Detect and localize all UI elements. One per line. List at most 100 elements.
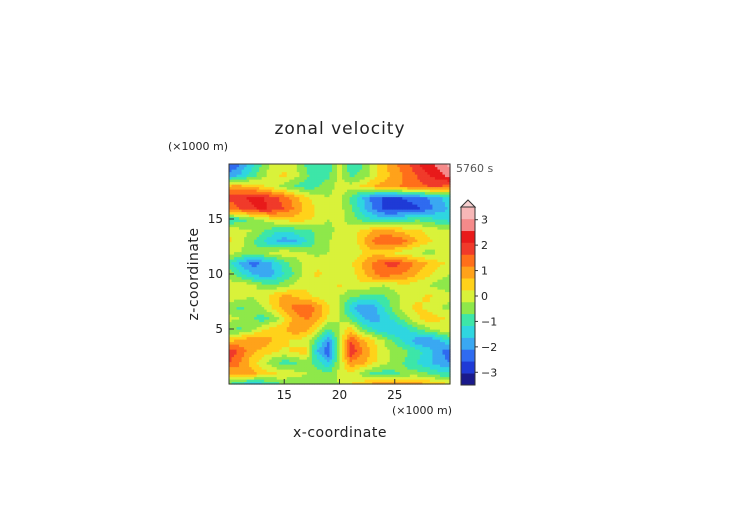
heatmap-cell (377, 374, 381, 378)
heatmap-cell (294, 356, 298, 360)
heatmap-cell (229, 321, 233, 325)
heatmap-cell (419, 344, 423, 348)
heatmap-cell (387, 314, 391, 318)
heatmap-cell (372, 284, 376, 288)
heatmap-cell (447, 336, 451, 340)
heatmap-cell (342, 306, 346, 310)
heatmap-cell (362, 284, 366, 288)
heatmap-cell (234, 261, 238, 265)
heatmap-cell (304, 311, 308, 315)
heatmap-cell (334, 241, 338, 245)
heatmap-cell (379, 261, 383, 265)
heatmap-cell (256, 321, 260, 325)
heatmap-cell (397, 249, 401, 253)
heatmap-cell (231, 281, 235, 285)
heatmap-cell (304, 359, 308, 363)
heatmap-cell (347, 361, 351, 365)
heatmap-cell (404, 364, 408, 368)
heatmap-cell (259, 351, 263, 355)
heatmap-cell (342, 371, 346, 375)
heatmap-cell (397, 254, 401, 258)
heatmap-cell (407, 259, 411, 263)
heatmap-cell (321, 291, 326, 295)
heatmap-cell (254, 266, 258, 270)
heatmap-cell (372, 251, 376, 255)
heatmap-cell (424, 371, 428, 375)
heatmap-cell (349, 371, 353, 375)
heatmap-cell (339, 279, 343, 283)
heatmap-cell (234, 254, 238, 258)
heatmap-cell (399, 254, 403, 258)
heatmap-cell (256, 314, 260, 318)
heatmap-cell (329, 329, 333, 333)
heatmap-cell (439, 354, 444, 358)
heatmap-cell (309, 319, 313, 323)
heatmap-cell (379, 271, 383, 275)
heatmap-cell (359, 321, 363, 325)
heatmap-cell (437, 356, 441, 360)
heatmap-cell (246, 286, 250, 290)
heatmap-cell (404, 381, 408, 385)
heatmap-cell (404, 244, 408, 248)
heatmap-cell (276, 306, 280, 310)
heatmap-cell (427, 316, 431, 320)
heatmap-cell (301, 379, 305, 383)
heatmap-cell (279, 354, 283, 358)
heatmap-cell (304, 304, 308, 308)
heatmap-cell (296, 276, 300, 280)
heatmap-cell (276, 354, 280, 358)
heatmap-cell (342, 311, 346, 315)
heatmap-cell (344, 286, 348, 290)
heatmap-cell (299, 314, 303, 318)
heatmap-cell (271, 319, 275, 323)
heatmap-cell (394, 321, 398, 325)
heatmap-cell (344, 279, 348, 283)
heatmap-cell (321, 306, 326, 310)
heatmap-cell (437, 299, 441, 303)
heatmap-cell (329, 381, 333, 385)
heatmap-cell (304, 241, 308, 245)
heatmap-cell (331, 304, 336, 308)
heatmap-cell (364, 281, 368, 285)
heatmap-cell (336, 271, 341, 275)
heatmap-cell (261, 329, 265, 333)
heatmap-cell (394, 376, 398, 380)
heatmap-cell (437, 321, 441, 325)
heatmap-cell (266, 244, 270, 248)
heatmap-cell (447, 261, 451, 265)
heatmap-cell (382, 251, 386, 255)
heatmap-cell (321, 256, 326, 260)
heatmap-cell (427, 311, 431, 315)
heatmap-cell (229, 339, 233, 343)
heatmap-cell (294, 281, 298, 285)
heatmap-cell (339, 354, 343, 358)
heatmap-cell (427, 376, 431, 380)
heatmap-cell (402, 309, 406, 313)
heatmap-cell (246, 306, 250, 310)
heatmap-cell (296, 296, 300, 300)
heatmap-cell (437, 329, 441, 333)
heatmap-cell (309, 369, 313, 373)
heatmap-cell (427, 264, 431, 268)
heatmap-cell (447, 284, 451, 288)
heatmap-cell (236, 379, 240, 383)
heatmap-cell (324, 274, 328, 278)
heatmap-cell (281, 286, 285, 290)
heatmap-cell (367, 329, 371, 333)
heatmap-cell (349, 309, 353, 313)
heatmap-cell (434, 279, 439, 283)
heatmap-cell (304, 279, 308, 283)
heatmap-cell (342, 289, 346, 293)
heatmap-cell (344, 356, 348, 360)
heatmap-cell (264, 284, 268, 288)
heatmap-cell (249, 321, 253, 325)
heatmap-cell (444, 364, 449, 368)
heatmap-cell (246, 336, 250, 340)
heatmap-cell (417, 374, 421, 378)
heatmap-cell (326, 259, 331, 263)
heatmap-cell (271, 241, 275, 245)
heatmap-cell (354, 314, 358, 318)
heatmap-cell (329, 361, 333, 365)
heatmap-cell (294, 269, 298, 273)
heatmap-cell (324, 261, 328, 265)
